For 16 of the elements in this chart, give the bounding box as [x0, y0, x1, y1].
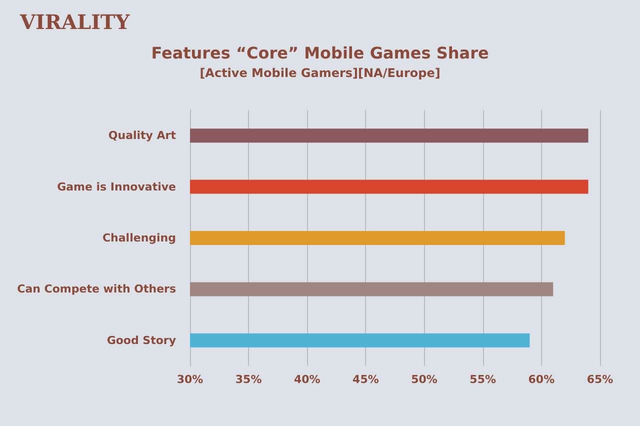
y-tick-label: Quality Art — [108, 129, 176, 142]
x-tick-label: 55% — [470, 373, 496, 386]
text: VIRALITY — [19, 10, 130, 34]
y-tick-label: Can Compete with Others — [17, 282, 176, 296]
x-tick-label: 35% — [235, 373, 262, 386]
y-tick-label: Good Story — [106, 334, 176, 347]
y-tick-label: Game is Innovative — [57, 180, 176, 194]
x-tick-label: 50% — [411, 373, 438, 386]
x-tick-label: 30% — [176, 373, 204, 386]
x-tick-label: 65% — [586, 373, 614, 386]
x-tick-label: 60% — [528, 373, 555, 386]
x-tick-label: 40% — [294, 373, 320, 386]
x-tick-label: 45% — [352, 373, 379, 386]
chart-title: Features “Core” Mobile Games Share — [151, 44, 489, 62]
y-tick-label: Challenging — [102, 232, 176, 244]
chart-subtitle: [Active Mobile Gamers][NA/Europe] — [200, 66, 440, 80]
